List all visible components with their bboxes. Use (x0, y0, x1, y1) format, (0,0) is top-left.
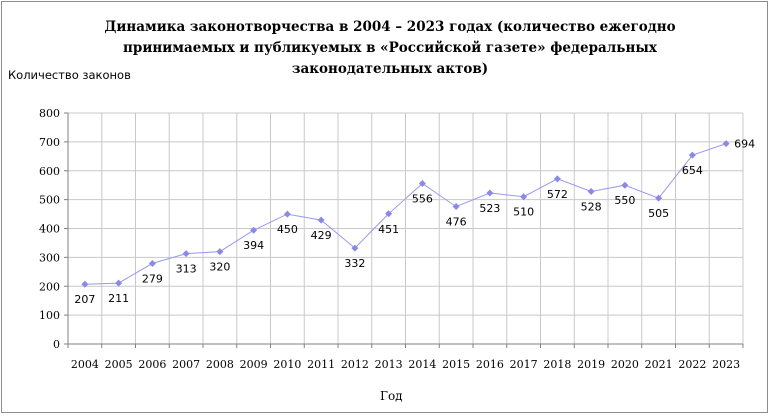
data-label: 510 (513, 206, 534, 219)
data-label: 313 (176, 263, 197, 276)
y-tick-label: 100 (39, 309, 60, 322)
data-point (452, 203, 460, 211)
data-label: 528 (581, 201, 602, 214)
data-label: 654 (682, 164, 703, 177)
data-label: 505 (648, 207, 669, 220)
data-point (486, 189, 494, 197)
y-tick-label: 300 (39, 251, 60, 264)
data-label: 451 (378, 223, 399, 236)
data-label: 211 (108, 292, 129, 305)
x-tick-label: 2006 (138, 358, 166, 371)
y-tick-label: 800 (39, 107, 60, 120)
x-tick-label: 2012 (341, 358, 369, 371)
chart-title-line-3: законодательных актов) (291, 61, 489, 77)
y-axis-label: Количество законов (8, 68, 131, 82)
series-line (84, 143, 727, 285)
x-tick-label: 2007 (172, 358, 200, 371)
x-tick-label: 2023 (712, 358, 740, 371)
y-tick-label: 0 (53, 338, 60, 351)
data-point (115, 279, 123, 287)
data-point (520, 193, 528, 201)
x-tick-label: 2017 (510, 358, 538, 371)
x-tick-label: 2004 (71, 358, 99, 371)
x-tick-label: 2011 (307, 358, 335, 371)
data-point (418, 179, 426, 187)
data-label: 556 (412, 192, 433, 205)
x-tick-label: 2020 (611, 358, 639, 371)
data-label: 694 (734, 138, 755, 151)
data-label: 332 (344, 257, 365, 270)
x-tick-label: 2021 (645, 358, 673, 371)
x-tick-label: 2013 (375, 358, 403, 371)
data-point (587, 188, 595, 196)
x-axis-label: Год (380, 389, 403, 403)
chart-title-line-2: принимаемых и публикуемых в «Российской … (123, 40, 657, 56)
data-label: 450 (277, 223, 298, 236)
x-tick-label: 2008 (206, 358, 234, 371)
x-tick-label: 2010 (273, 358, 301, 371)
y-tick-label: 400 (39, 223, 60, 236)
data-point (351, 244, 359, 252)
data-point (385, 210, 393, 218)
y-tick-label: 500 (39, 194, 60, 207)
y-tick-label: 700 (39, 136, 60, 149)
x-tick-label: 2016 (476, 358, 504, 371)
data-label: 523 (479, 202, 500, 215)
data-point (688, 151, 696, 159)
data-point (250, 226, 258, 234)
data-label: 279 (142, 272, 163, 285)
data-point (283, 210, 291, 218)
chart-title-line-1: Динамика законотворчества в 2004 – 2023 … (104, 19, 676, 35)
data-label: 429 (311, 229, 332, 242)
y-tick-label: 200 (39, 280, 60, 293)
data-label: 572 (547, 188, 568, 201)
data-point (722, 140, 730, 148)
x-tick-label: 2019 (577, 358, 605, 371)
x-tick-label: 2009 (240, 358, 268, 371)
chart-title: Динамика законотворчества в 2004 – 2023 … (60, 17, 720, 80)
data-point (621, 181, 629, 189)
y-tick-label: 600 (39, 165, 60, 178)
data-label: 476 (446, 216, 467, 229)
x-tick-label: 2022 (678, 358, 706, 371)
data-point (655, 194, 663, 202)
x-tick-label: 2018 (543, 358, 571, 371)
data-point (182, 250, 190, 258)
data-label: 207 (74, 293, 95, 306)
x-tick-label: 2015 (442, 358, 470, 371)
data-point (553, 175, 561, 183)
data-label: 320 (209, 261, 230, 274)
x-tick-label: 2014 (408, 358, 436, 371)
data-point (81, 280, 89, 288)
data-label: 550 (614, 194, 635, 207)
data-label: 394 (243, 239, 264, 252)
data-point (317, 216, 325, 224)
data-point (148, 259, 156, 267)
x-tick-label: 2005 (105, 358, 133, 371)
data-point (216, 248, 224, 256)
